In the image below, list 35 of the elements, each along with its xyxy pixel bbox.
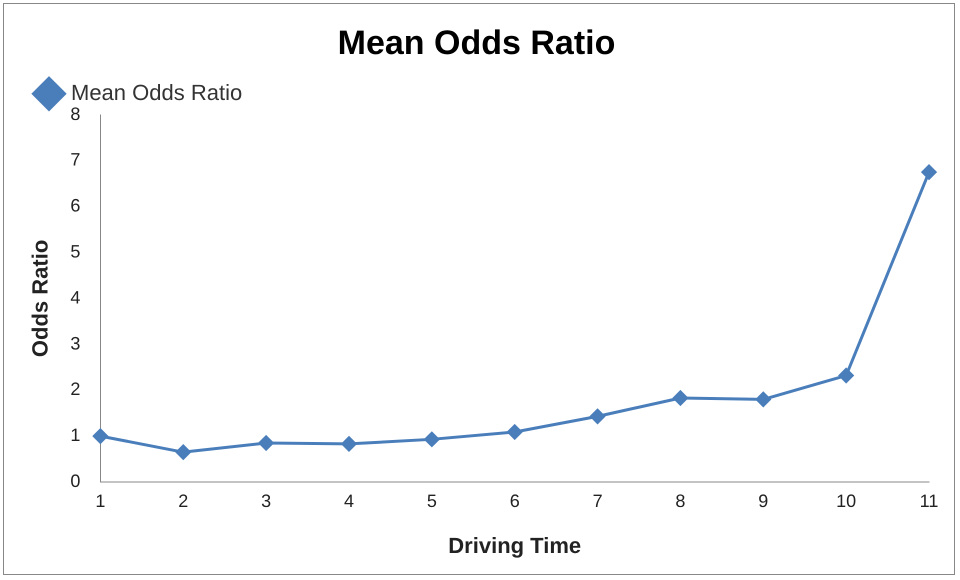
- y-tick-label: 3: [70, 333, 80, 354]
- point: [92, 428, 108, 444]
- y-tick-label: 6: [70, 196, 80, 216]
- x-tick-label: 1: [95, 490, 106, 511]
- chart-title: Mean Odds Ratio: [338, 24, 616, 62]
- point: [838, 368, 854, 384]
- point: [922, 164, 936, 180]
- point: [341, 436, 356, 452]
- y-tick-label: 5: [70, 241, 80, 262]
- x-tick-label: 7: [592, 490, 603, 511]
- x-tick-label: 4: [344, 490, 354, 511]
- point: [176, 444, 191, 460]
- x-tick-label: 3: [261, 490, 272, 511]
- y-tick-label: 2: [70, 379, 80, 400]
- legend-label: Mean Odds Ratio: [71, 80, 242, 105]
- y-tick-label: 7: [70, 150, 80, 170]
- x-axis-title: Driving Time: [448, 532, 582, 558]
- x-tick-label: 2: [178, 490, 188, 511]
- x-tick-label: 6: [510, 490, 520, 511]
- point: [672, 390, 688, 406]
- y-tick-label: 0: [70, 470, 80, 491]
- x-tick-label: 9: [758, 490, 768, 511]
- point: [590, 408, 606, 424]
- x-tick-label: 5: [426, 490, 437, 511]
- point: [258, 435, 274, 450]
- point: [424, 432, 440, 447]
- y-tick-label: 8: [70, 104, 80, 124]
- point: [507, 424, 522, 440]
- y-axis-title: Odds Ratio: [27, 240, 52, 358]
- y-tick-label: 4: [70, 287, 80, 308]
- point: [756, 392, 771, 407]
- x-tick-label: 11: [920, 490, 938, 511]
- x-tick-label: 10: [836, 490, 856, 511]
- y-tick-label: 1: [70, 425, 80, 446]
- x-tick-label: 8: [675, 490, 686, 511]
